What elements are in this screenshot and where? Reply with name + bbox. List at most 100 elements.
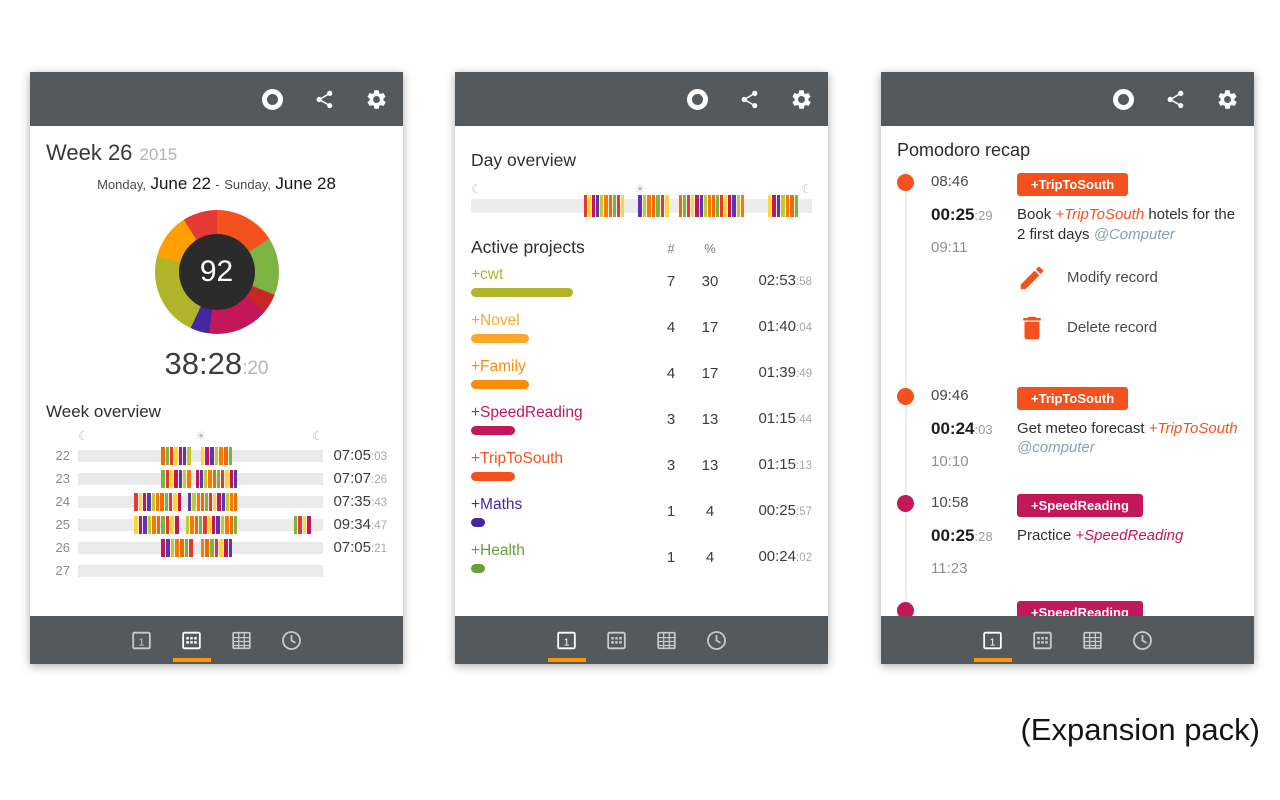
moon-icon: ☾: [78, 429, 89, 443]
nav-week-view[interactable]: [592, 616, 642, 664]
project-percent: 30: [701, 272, 719, 290]
modify-record-action[interactable]: Modify record: [1017, 263, 1240, 293]
week-day-row[interactable]: 27: [46, 559, 387, 582]
range-end-date: June 28: [275, 174, 336, 193]
nav-month-view[interactable]: [217, 616, 267, 664]
time-seconds: :44: [796, 414, 812, 426]
record-end-time: 11:23: [931, 559, 968, 577]
record-content: +SpeedReading Practice +SpeedReading: [1017, 493, 1240, 577]
nav-month-view[interactable]: [1068, 616, 1118, 664]
week-day-row[interactable]: 23 07:07:26: [46, 467, 387, 490]
activity-stripe: [220, 515, 225, 534]
settings-button[interactable]: [1215, 87, 1240, 112]
timeline-dot: [897, 174, 914, 191]
activity-stripe: [152, 515, 156, 534]
activity-stripe: [617, 195, 621, 217]
nav-week-view[interactable]: [167, 616, 217, 664]
week-calendar-icon: [179, 628, 204, 653]
project-count: 7: [666, 272, 676, 290]
settings-button[interactable]: [789, 87, 814, 112]
total-time-main: 38:28: [164, 346, 243, 381]
week-day-row[interactable]: 22 07:05:03: [46, 444, 387, 467]
week-day-row[interactable]: 24 07:35:43: [46, 490, 387, 513]
project-row[interactable]: +cwt 7 30 02:53:58: [455, 258, 828, 304]
pomodoro-recap-title: Pomodoro recap: [897, 140, 1031, 160]
week-screen-body: Week 26 2015 Monday, June 22 - Sunday, Ju…: [30, 126, 403, 616]
activity-stripe: [703, 195, 707, 217]
sun-icon: ☀: [634, 182, 646, 196]
day-activity-track: [78, 446, 323, 465]
activity-stripe: [225, 515, 229, 534]
project-badge[interactable]: +SpeedReading: [1017, 493, 1143, 517]
project-row[interactable]: +TripToSouth 3 13 01:15:13: [455, 442, 828, 488]
time-main: 01:40: [758, 318, 796, 335]
share-icon: [1165, 89, 1186, 110]
week-overview-title: Week overview: [46, 402, 161, 421]
activity-stripe: [198, 515, 203, 534]
pomodoro-record-list: 08:46 00:25:29 09:11 +TripToSouth Book +Trip…: [881, 161, 1254, 616]
activity-stripe: [604, 195, 608, 217]
time-main: 07:35: [333, 492, 371, 510]
activity-cluster: [638, 195, 669, 217]
activity-stripe: [169, 469, 174, 488]
activity-cluster: [161, 538, 194, 557]
record-times: 09:46 00:24:03 10:10: [931, 387, 1017, 470]
delete-record-action[interactable]: Delete record: [1017, 313, 1240, 343]
action-label: Modify record: [1067, 269, 1158, 287]
settings-button[interactable]: [364, 87, 389, 112]
nav-history-view[interactable]: [692, 616, 742, 664]
nav-month-view[interactable]: [642, 616, 692, 664]
project-count: 3: [666, 410, 676, 428]
activity-stripe: [192, 492, 196, 511]
activity-cluster: [134, 492, 181, 511]
week-day-row[interactable]: 25 09:34:47: [46, 513, 387, 536]
nav-history-view[interactable]: [1118, 616, 1168, 664]
nav-day-view[interactable]: 1: [968, 616, 1018, 664]
share-button[interactable]: [312, 87, 337, 112]
activity-stripe: [740, 195, 744, 217]
activity-stripe: [134, 492, 138, 511]
record-end-time: 10:10: [931, 452, 969, 470]
project-row[interactable]: +Novel 4 17 01:40:04: [455, 304, 828, 350]
project-badge[interactable]: +SpeedReading: [1017, 600, 1143, 616]
project-row[interactable]: +SpeedReading 3 13 01:15:44: [455, 396, 828, 442]
time-seconds: :04: [796, 322, 812, 334]
project-label-area: +cwt: [471, 266, 654, 297]
activity-stripe: [156, 515, 161, 534]
activity-stripe: [161, 446, 165, 465]
activity-stripe: [183, 469, 187, 488]
nav-day-view[interactable]: 1: [117, 616, 167, 664]
activity-stripe: [219, 446, 223, 465]
nav-week-view[interactable]: [1018, 616, 1068, 664]
week-day-row[interactable]: 26 07:05:21: [46, 536, 387, 559]
project-time: 01:15:13: [732, 456, 812, 474]
project-badge[interactable]: +TripToSouth: [1017, 386, 1129, 410]
project-time: 00:24:02: [732, 548, 812, 566]
share-button[interactable]: [1163, 87, 1188, 112]
activity-stripe: [164, 492, 168, 511]
record-button[interactable]: [685, 87, 710, 112]
project-row[interactable]: +Health 1 4 00:24:02: [455, 534, 828, 580]
sun-icon: ☀: [195, 429, 207, 443]
clock-icon: [704, 628, 729, 653]
project-row[interactable]: +Maths 1 4 00:25:57: [455, 488, 828, 534]
nav-day-view[interactable]: 1: [542, 616, 592, 664]
activity-stripe: [596, 195, 600, 217]
day-total-time: 07:05:21: [323, 539, 387, 557]
nav-history-view[interactable]: [267, 616, 317, 664]
activity-stripe: [170, 538, 175, 557]
project-badge[interactable]: +TripToSouth: [1017, 173, 1129, 196]
day-activity-track: [78, 515, 323, 534]
activity-stripe: [612, 195, 617, 217]
project-row[interactable]: +Family 4 17 01:39:49: [455, 350, 828, 396]
record-end-time: 09:11: [931, 239, 968, 256]
pencil-icon: [1017, 263, 1047, 293]
record-button[interactable]: [260, 87, 285, 112]
duration-seconds: :29: [974, 208, 993, 223]
duration-main: 00:24: [931, 418, 975, 438]
record-button[interactable]: [1111, 87, 1136, 112]
record-duration: 00:24:03: [931, 419, 1017, 439]
share-button[interactable]: [737, 87, 762, 112]
activity-stripe: [608, 195, 612, 217]
week-calendar-icon: [1030, 628, 1055, 653]
